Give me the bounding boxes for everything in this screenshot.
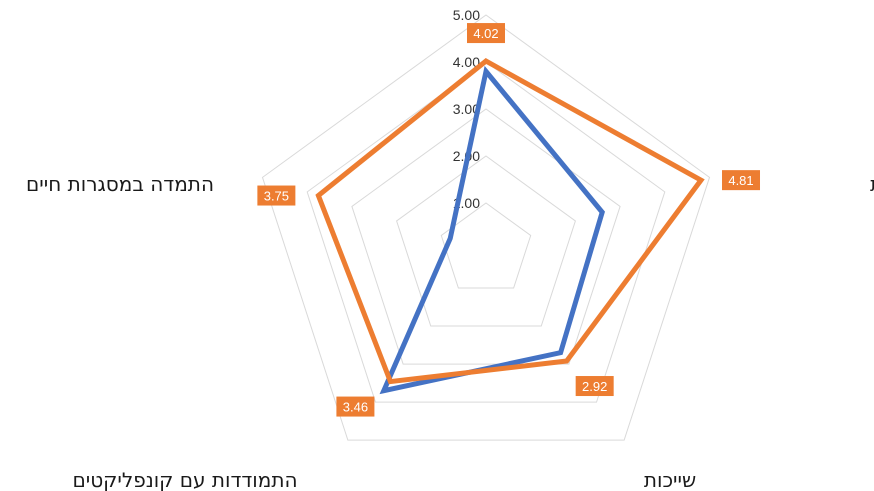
data-label-box xyxy=(336,396,375,417)
grid-ring xyxy=(261,14,711,441)
tick-label: 4.00 xyxy=(453,54,480,70)
data-label-box xyxy=(467,23,505,44)
grid xyxy=(261,14,711,441)
category-label: התמדה במסגרות חיים xyxy=(26,172,214,196)
category-label: התמודדות עם קונפליקטים xyxy=(72,468,297,491)
category-labels: מסוגלות אישית שייכות התמודדות עם קונפליקטי… xyxy=(26,172,874,491)
data-label-box xyxy=(722,170,761,191)
category-label: שייכות xyxy=(644,468,696,491)
data-label-text: 4.81 xyxy=(728,173,753,188)
data-label: 4.81 xyxy=(722,170,761,191)
data-labels: 4.02 4.81 2.92 3.46 3.75 xyxy=(257,23,761,417)
grid-ring xyxy=(351,108,621,365)
data-label-box xyxy=(575,376,614,397)
series-line-1 xyxy=(315,58,705,385)
data-label: 4.02 xyxy=(467,23,505,44)
category-label: מסוגלות אישית xyxy=(870,172,874,196)
data-label: 3.75 xyxy=(257,185,296,206)
data-label-box xyxy=(257,185,296,206)
tick-label: 5.00 xyxy=(453,7,480,23)
grid-ring xyxy=(440,202,532,289)
data-label-text: 2.92 xyxy=(582,379,607,394)
data-label-text: 3.46 xyxy=(343,400,368,415)
tick-label: 3.00 xyxy=(453,101,480,117)
data-label: 2.92 xyxy=(575,376,614,397)
data-label: 3.46 xyxy=(336,396,375,417)
data-label-text: 4.02 xyxy=(473,26,498,41)
series xyxy=(315,58,705,395)
grid-ring xyxy=(306,61,666,403)
grid-ring xyxy=(396,155,576,327)
data-label-text: 3.75 xyxy=(264,189,289,204)
